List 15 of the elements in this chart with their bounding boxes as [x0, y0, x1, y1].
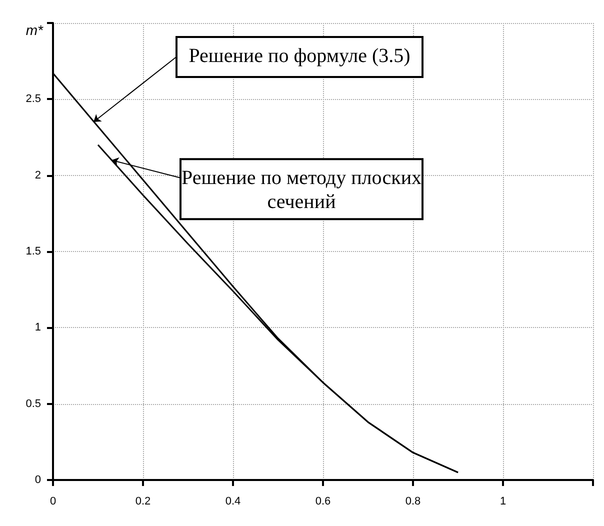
x-tick-label: 0.6	[315, 496, 331, 508]
y-tick-label: 2.5	[26, 93, 41, 106]
y-tick-label: 0.5	[26, 398, 41, 410]
x-tick-label: 1	[500, 496, 506, 508]
y-tick-label: 2	[34, 169, 41, 182]
y-tick-label: 0	[34, 474, 41, 486]
x-tick-label: 0.2	[135, 496, 151, 508]
y-tick-label: 1.5	[26, 246, 41, 258]
annotation: Решение по методу плоских сечений	[181, 167, 422, 214]
x-tick-label: 0.8	[405, 496, 421, 508]
x-tick-label: 0	[50, 496, 56, 508]
x-tick-label: 0.4	[225, 496, 241, 508]
y-tick-label: 1	[34, 322, 41, 334]
y-axis-title: m*	[26, 22, 44, 38]
annotation: Решение по формуле (3.5)	[188, 45, 410, 68]
